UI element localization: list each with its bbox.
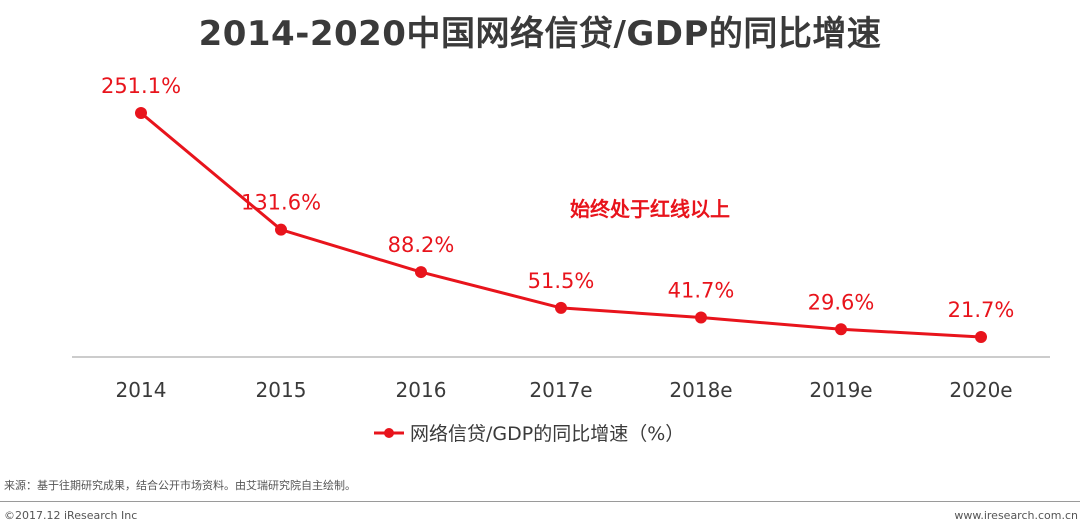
- data-label: 29.6%: [808, 290, 875, 314]
- footer-divider: [0, 501, 1080, 502]
- x-tick-label: 2015: [256, 378, 307, 402]
- copyright-text: ©2017.12 iResearch Inc: [4, 509, 138, 522]
- series-group: 251.1% 131.6% 88.2% 51.5% 41.7% 29.6% 21.7%: [101, 74, 1014, 343]
- source-note: 来源：基于往期研究成果，结合公开市场资料。由艾瑞研究院自主绘制。: [4, 479, 356, 492]
- x-tick-label: 2018e: [669, 378, 732, 402]
- website-text: www.iresearch.com.cn: [954, 509, 1078, 522]
- x-tick-label: 2016: [396, 378, 447, 402]
- data-label: 131.6%: [241, 191, 321, 215]
- x-tick-label: 2019e: [809, 378, 872, 402]
- chart-title: 2014-2020中国网络信贷/GDP的同比增速: [198, 14, 882, 54]
- data-point: [975, 331, 987, 343]
- data-point: [695, 311, 707, 324]
- data-point: [135, 107, 147, 119]
- x-tick-label: 2017e: [529, 378, 592, 402]
- data-label: 41.7%: [668, 278, 735, 302]
- legend: 网络信贷/GDP的同比增速（%）: [374, 423, 684, 445]
- data-label: 51.5%: [528, 269, 595, 293]
- data-point: [835, 323, 847, 336]
- data-label: 21.7%: [948, 298, 1015, 322]
- x-tick-labels: 2014 2015 2016 2017e 2018e 2019e 2020e: [116, 378, 1013, 402]
- line-chart: 251.1% 131.6% 88.2% 51.5% 41.7% 29.6% 21.7% 20…: [72, 74, 1050, 445]
- x-tick-label: 2014: [116, 378, 167, 402]
- data-point: [275, 223, 287, 236]
- data-point: [555, 301, 567, 314]
- data-point: [415, 266, 427, 279]
- chart-annotation: 始终处于红线以上: [570, 197, 730, 221]
- data-label: 251.1%: [101, 74, 181, 98]
- x-tick-label: 2020e: [949, 378, 1012, 402]
- data-label: 88.2%: [388, 233, 455, 257]
- legend-marker: [384, 428, 394, 438]
- legend-label: 网络信贷/GDP的同比增速（%）: [410, 423, 684, 445]
